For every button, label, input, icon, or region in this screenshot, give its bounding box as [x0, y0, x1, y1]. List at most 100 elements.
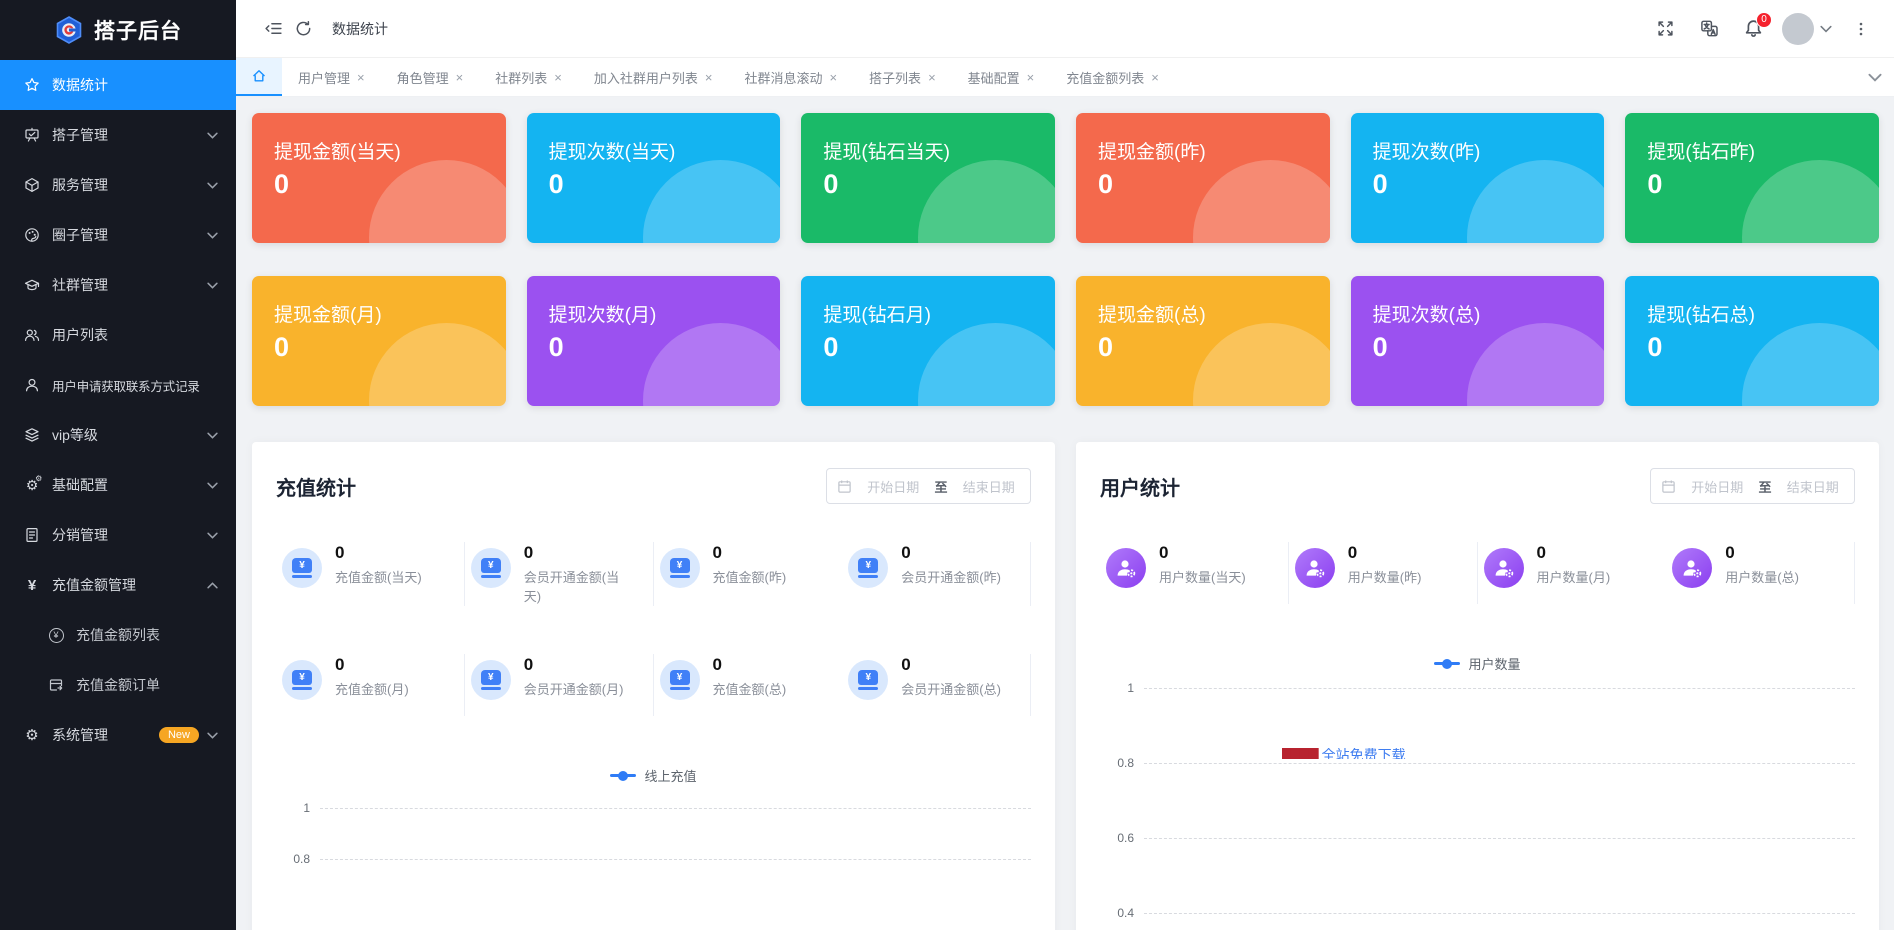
- tab-close-icon[interactable]: ×: [357, 69, 365, 85]
- chevron-down-icon: [207, 132, 218, 139]
- sidebar-item[interactable]: ⚙ 系统管理 New: [0, 710, 236, 760]
- sidebar-item[interactable]: 充值金额订单: [0, 660, 236, 710]
- sidebar-item[interactable]: 分销管理: [0, 510, 236, 560]
- stat-label: 用户数量(昨): [1347, 570, 1422, 585]
- tick-row: 0.8: [1100, 756, 1855, 770]
- tick-row: 0.8: [276, 852, 1031, 866]
- sidebar-menu: 数据统计 搭子管理 服务管理 圈子管理: [0, 60, 236, 760]
- tab[interactable]: 充值金额列表 ×: [1050, 68, 1175, 87]
- logo-text: 搭子后台: [94, 20, 182, 43]
- stat-value: 0: [901, 655, 911, 674]
- stat-card-label: 提现次数(总): [1372, 305, 1481, 326]
- translate-icon[interactable]: [1694, 14, 1724, 44]
- date-range-picker[interactable]: 开始日期 至 结束日期: [826, 468, 1031, 504]
- menu-fold-icon[interactable]: [258, 14, 288, 44]
- gridline: [1144, 912, 1855, 914]
- stat-label: 会员开通金额(当天): [523, 570, 620, 604]
- y-tick-label: 0.6: [1117, 831, 1134, 845]
- tab[interactable]: 基础配置 ×: [952, 68, 1051, 87]
- sidebar-item[interactable]: 服务管理: [0, 160, 236, 210]
- stat-card: 提现金额(月) 0: [252, 276, 506, 406]
- stat-card-label: 提现金额(月): [274, 305, 382, 326]
- fullscreen-icon[interactable]: [1650, 14, 1680, 44]
- stat-card-label: 提现金额(当天): [274, 142, 401, 163]
- panel-user: 用户统计 开始日期 至 结束日期: [1076, 442, 1879, 930]
- sidebar-item[interactable]: 数据统计: [0, 60, 236, 110]
- stat-card-label: 提现金额(昨): [1098, 142, 1206, 163]
- tab-close-icon[interactable]: ×: [1151, 69, 1159, 85]
- legend-marker: [610, 770, 637, 781]
- tab-close-icon[interactable]: ×: [455, 69, 464, 85]
- money-icon: ¥: [848, 660, 889, 700]
- withdraw-cards: 提现金额(当天) 0 提现次数(当天) 0 提现(钻石当天) 0 提现金额(昨)…: [252, 113, 1879, 406]
- sidebar-item[interactable]: 用户申请获取联系方式记录: [0, 360, 236, 410]
- stat-card-value: 0: [548, 332, 564, 362]
- sidebar-item[interactable]: ¥ 充值金额列表: [0, 610, 236, 660]
- sidebar-item[interactable]: 社群管理: [0, 260, 236, 310]
- calendar-icon: [837, 479, 852, 494]
- refresh-icon[interactable]: [288, 14, 318, 44]
- avatar: [1782, 12, 1814, 45]
- chevron-down-icon: [207, 182, 218, 189]
- tab[interactable]: 社群消息滚动 ×: [728, 68, 853, 87]
- tab[interactable]: 用户管理 ×: [282, 68, 381, 87]
- stat-label: 会员开通金额(总): [901, 682, 1001, 697]
- stat-label: 用户数量(总): [1725, 570, 1799, 585]
- user-menu[interactable]: [1782, 12, 1832, 45]
- date-range-picker[interactable]: 开始日期 至 结束日期: [1650, 468, 1855, 504]
- tick-row: 1: [1100, 681, 1855, 695]
- stat-value: 0: [712, 543, 722, 562]
- sidebar-item[interactable]: ⚙ ⚙ 基础配置: [0, 460, 236, 510]
- logo-hexagon-icon: [54, 15, 84, 45]
- tab-close-icon[interactable]: ×: [1026, 69, 1035, 85]
- panels-row: 充值统计 开始日期 至 结束日期 ¥: [252, 442, 1879, 930]
- stat-card-value: 0: [274, 332, 290, 362]
- sidebar-item-label: vip等级: [52, 427, 98, 443]
- chevron-down-icon: [207, 232, 218, 239]
- legend-item[interactable]: 线上充值: [276, 766, 1031, 785]
- stat-card-value: 0: [548, 169, 564, 199]
- sidebar-item-label: 用户列表: [52, 327, 108, 343]
- sidebar-item[interactable]: 圈子管理: [0, 210, 236, 260]
- chevron-down-icon: [207, 532, 218, 539]
- stat-value: 0: [901, 543, 911, 562]
- sidebar-item[interactable]: 搭子管理: [0, 110, 236, 160]
- tab[interactable]: 搭子列表 ×: [853, 68, 952, 87]
- stat-item: ¥ 0 会员开通金额(月): [465, 654, 654, 716]
- money-icon: ¥: [659, 660, 700, 700]
- tab-close-icon[interactable]: ×: [829, 69, 838, 85]
- chevron-down-icon: [207, 282, 218, 289]
- gear-icon: ⚙: [25, 727, 39, 744]
- chevron-down-icon: [207, 482, 218, 489]
- breadcrumb: 数据统计: [332, 20, 388, 37]
- legend-item[interactable]: 用户数量: [1100, 654, 1855, 673]
- sidebar-item-label: 搭子管理: [52, 127, 108, 143]
- tab[interactable]: 社群列表 ×: [479, 68, 578, 87]
- tab[interactable]: 角色管理 ×: [381, 68, 480, 87]
- sidebar-item[interactable]: 用户列表: [0, 310, 236, 360]
- tabs-overflow-chevron-icon[interactable]: [1864, 58, 1886, 96]
- tab-label: 搭子列表: [869, 70, 922, 86]
- stat-item: ¥ 0 充值金额(总): [654, 654, 843, 716]
- stat-value: 0: [335, 655, 345, 674]
- sidebar-item-label: 基础配置: [52, 477, 108, 493]
- sidebar-item-label: 服务管理: [52, 177, 108, 193]
- bell-icon[interactable]: 0: [1738, 11, 1772, 44]
- sidebar-item[interactable]: ¥ 充值金额管理: [0, 560, 236, 610]
- tab[interactable]: 加入社群用户列表 ×: [578, 68, 729, 87]
- kebab-menu-icon[interactable]: [1846, 14, 1876, 44]
- calendar-icon: [1661, 479, 1676, 494]
- tab-close-icon[interactable]: ×: [704, 69, 713, 85]
- app-logo[interactable]: 搭子后台: [0, 0, 236, 60]
- tab-label: 加入社群用户列表: [593, 70, 698, 86]
- stat-card-value: 0: [1372, 169, 1388, 199]
- tab-close-icon[interactable]: ×: [554, 69, 562, 85]
- tab-home[interactable]: [236, 58, 282, 96]
- tab-close-icon[interactable]: ×: [928, 69, 936, 85]
- user-stat-icon: [1483, 548, 1524, 588]
- sidebar-item-label: 社群管理: [52, 277, 108, 293]
- watermark: ████ 全站免费下载: [1282, 748, 1406, 759]
- gridline: [320, 858, 1031, 860]
- sidebar-item[interactable]: vip等级: [0, 410, 236, 460]
